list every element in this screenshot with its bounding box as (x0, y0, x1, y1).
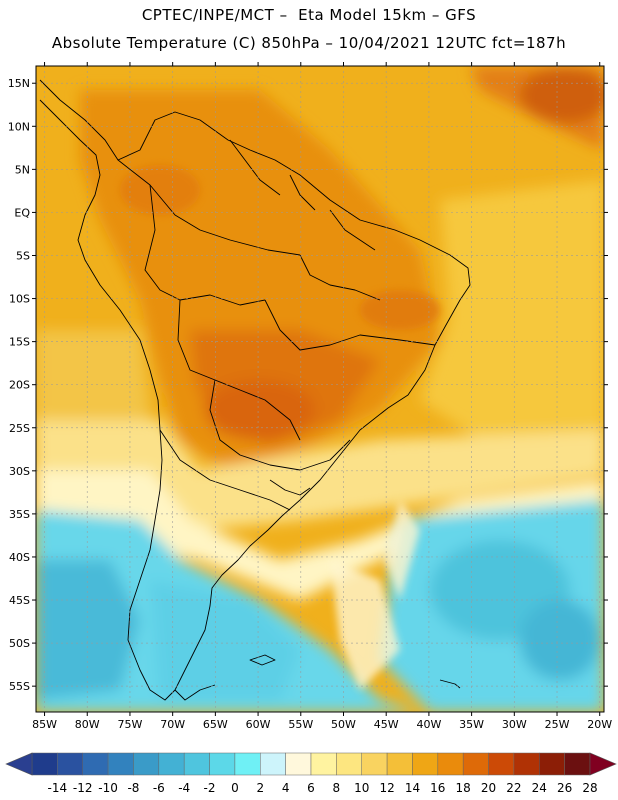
colorbar-box (82, 752, 109, 776)
lat-label: 5N (15, 163, 30, 176)
colorbar-label: 22 (506, 781, 521, 795)
colorbar-box (361, 752, 388, 776)
lon-label: 40W (416, 718, 441, 731)
colorbar-box (437, 752, 464, 776)
lon-label: 70W (160, 718, 185, 731)
lon-label: 20W (587, 718, 612, 731)
longitude-labels: 85W 80W 75W 70W 65W 60W 55W 50W 45W 40W 35W 30W 25W 2… (32, 718, 612, 731)
colorbar-box (412, 752, 439, 776)
chart-title: CPTEC/INPE/MCT – Eta Model 15km – GFS (141, 6, 477, 24)
colorbar-label: -14 (48, 781, 68, 795)
colorbar-label: 12 (379, 781, 394, 795)
lon-label: 85W (32, 718, 57, 731)
temperature-field (36, 66, 604, 712)
lon-label: 45W (374, 718, 399, 731)
lon-label: 60W (246, 718, 271, 731)
colorbar-box (158, 752, 185, 776)
colorbar-box (386, 752, 413, 776)
colorbar-label: -12 (73, 781, 93, 795)
lon-label: 75W (118, 718, 143, 731)
lat-label: 20S (9, 379, 30, 392)
lat-label: 15S (9, 336, 30, 349)
colorbar-label: 28 (582, 781, 597, 795)
colorbar-label: -2 (204, 781, 216, 795)
colorbar-box (234, 752, 261, 776)
lon-label: 65W (203, 718, 228, 731)
colorbar-box (564, 752, 591, 776)
lat-label: 10S (9, 293, 30, 306)
lat-label: 10N (8, 120, 30, 133)
colorbar-box (539, 752, 565, 776)
colorbar-label: 2 (256, 781, 264, 795)
latitude-labels: 15N 10N 5N EQ 5S 10S 15S 20S 25S 30S 35S 40S 45S 50S 5… (8, 77, 31, 693)
colorbar-box (183, 752, 210, 776)
lon-label: 35W (459, 718, 484, 731)
colorbar: -14 -12 -10 -8 -6 -4 -2 0 2 4 6 8 10 12 14 16 18 20 22 24 26… (5, 752, 617, 795)
map-frame (35, 65, 605, 713)
colorbar-labels: -14 -12 -10 -8 -6 -4 -2 0 2 4 6 8 10 12 14 16 18 20 22 24 26… (48, 781, 598, 795)
lat-label: 40S (9, 551, 30, 564)
colorbar-box (488, 752, 515, 776)
axis-ticks (32, 62, 608, 716)
colorbar-label: 24 (532, 781, 547, 795)
lon-label: 25W (545, 718, 570, 731)
lat-label: EQ (14, 206, 30, 219)
colorbar-label: -8 (127, 781, 139, 795)
lat-label: 5S (16, 249, 30, 262)
lon-label: 80W (75, 718, 100, 731)
lat-label: 25S (9, 422, 30, 435)
colorbar-box (285, 752, 312, 776)
lat-label: 45S (9, 594, 30, 607)
colorbar-box (260, 752, 286, 776)
colorbar-under-triangle (5, 752, 33, 776)
temperature-map: 15N 10N 5N EQ 5S 10S 15S 20S 25S 30S 35S 40S 45S 50S 5… (8, 62, 612, 731)
colorbar-label: 16 (430, 781, 445, 795)
lat-label: 35S (9, 508, 30, 521)
colorbar-over-triangle (589, 752, 617, 776)
colorbar-label: 20 (481, 781, 496, 795)
colorbar-label: 8 (333, 781, 341, 795)
lon-label: 30W (502, 718, 527, 731)
colorbar-label: 0 (231, 781, 239, 795)
coastlines (39, 79, 471, 701)
colorbar-label: 26 (557, 781, 572, 795)
colorbar-label: -6 (153, 781, 165, 795)
colorbar-label: 14 (405, 781, 420, 795)
colorbar-box (462, 752, 489, 776)
lat-label: 15N (8, 77, 30, 90)
colorbar-box (57, 752, 83, 776)
colorbar-box (336, 752, 362, 776)
lat-label: 50S (9, 637, 30, 650)
colorbar-boxes (31, 752, 591, 776)
lat-label: 30S (9, 465, 30, 478)
chart-subtitle: Absolute Temperature (C) 850hPa – 10/04/… (51, 34, 567, 52)
colorbar-label: 10 (354, 781, 369, 795)
colorbar-label: -4 (178, 781, 190, 795)
colorbar-box (310, 752, 337, 776)
colorbar-label: -10 (98, 781, 118, 795)
lon-label: 50W (331, 718, 356, 731)
colorbar-label: 6 (307, 781, 315, 795)
colorbar-box (31, 752, 58, 776)
lon-label: 55W (288, 718, 313, 731)
colorbar-box (513, 752, 540, 776)
lat-label: 55S (9, 680, 30, 693)
colorbar-box (133, 752, 160, 776)
colorbar-box (107, 752, 134, 776)
colorbar-box (209, 752, 236, 776)
colorbar-label: 18 (456, 781, 471, 795)
colorbar-label: 4 (282, 781, 290, 795)
